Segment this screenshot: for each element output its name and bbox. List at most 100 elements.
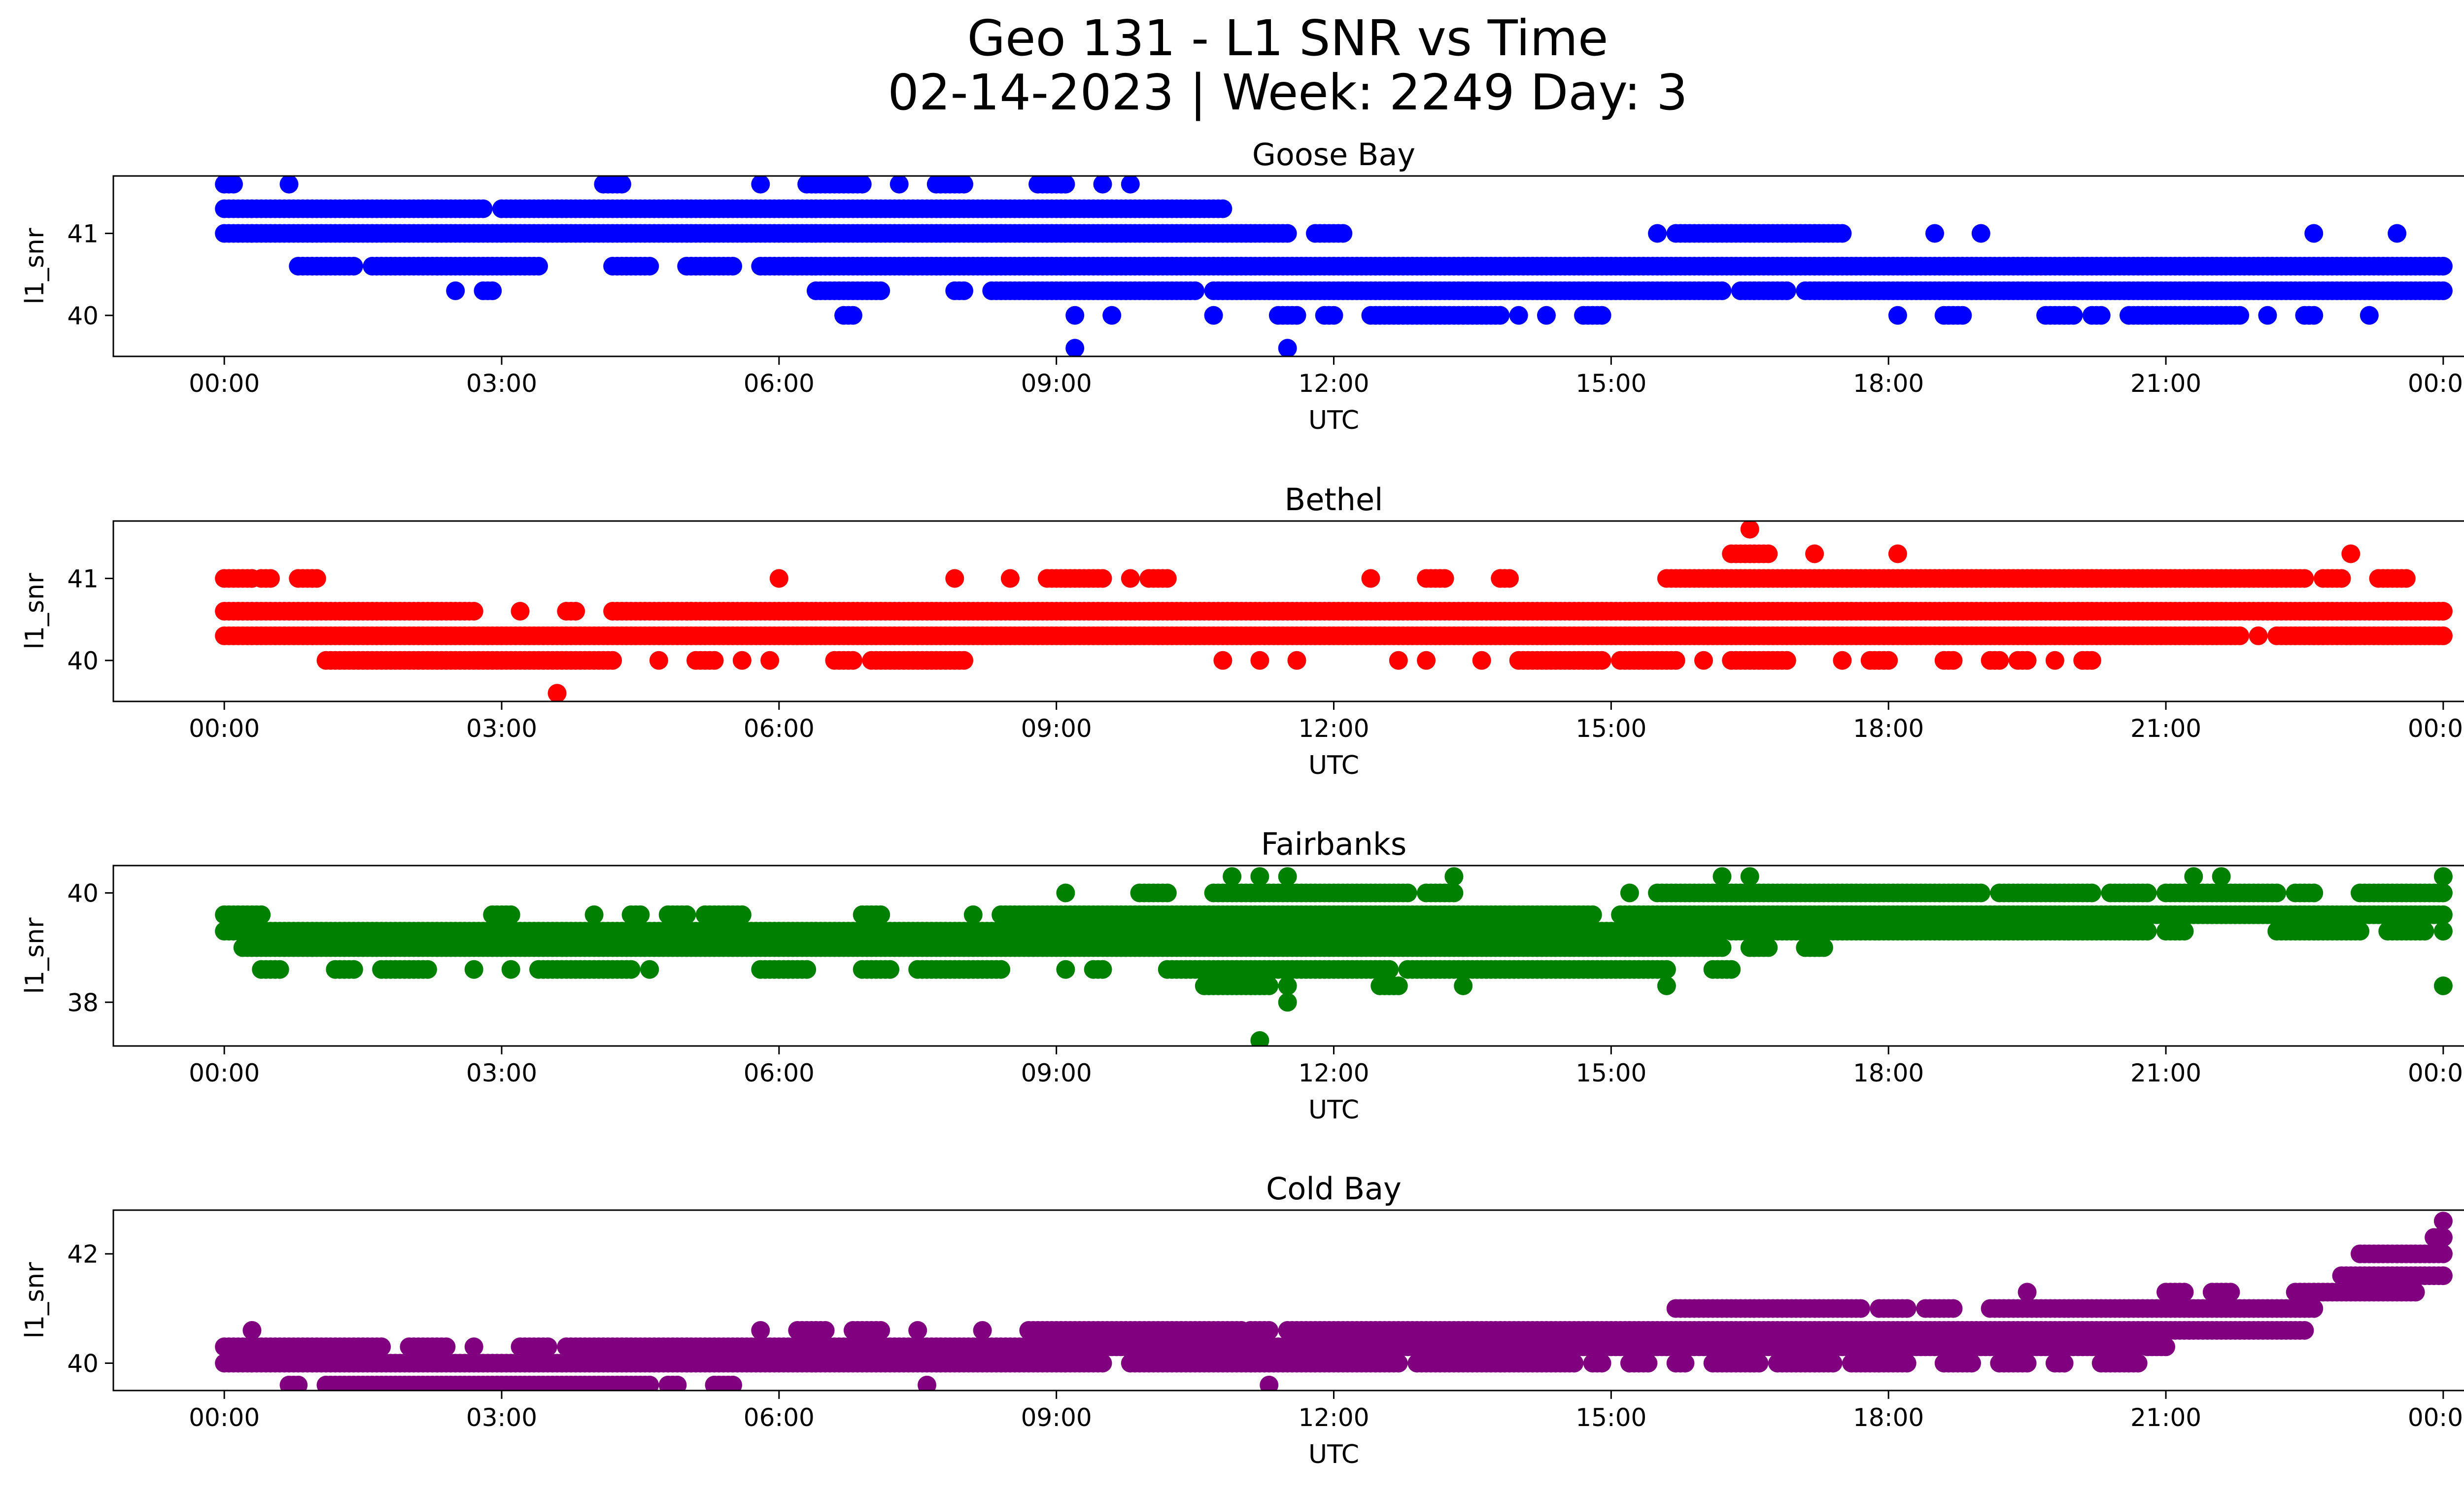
data-point [603,651,622,670]
series-band-1 [1056,884,2453,903]
data-point [242,1321,261,1340]
data-point [446,281,465,300]
data-point [1898,1299,1916,1318]
x-tick-label: 06:00 [744,369,815,398]
data-point [2341,545,2360,563]
series-band-4 [2018,1283,2425,1301]
data-point [1250,651,1269,670]
data-point [2434,922,2453,940]
data-point [1722,960,1741,979]
x-tick-label: 18:00 [1853,369,1924,398]
data-point [1657,960,1676,979]
data-point [890,175,909,194]
x-tick-label: 00:00 [189,714,260,743]
data-point [1213,651,1232,670]
data-point [955,651,973,670]
x-tick-label: 09:00 [1021,714,1092,743]
data-point [1325,306,1343,325]
data-point [465,602,483,621]
data-point [1288,306,1306,325]
data-point [881,960,899,979]
data-point [2184,867,2203,886]
data-point [1972,884,1990,903]
data-point [1694,651,1713,670]
data-point [853,175,872,194]
data-point [280,175,299,194]
x-tick-label: 21:00 [2130,369,2201,398]
figure-title-line-2: 02-14-2023 | Week: 2249 Day: 3 [0,68,2464,117]
x-tick-label: 12:00 [1298,714,1369,743]
series-band-6 [1065,339,1297,357]
data-point [344,960,363,979]
data-point [1278,867,1297,886]
data-point [2434,884,2453,903]
data-point [640,257,659,276]
x-tick-label: 00:00 [189,1059,260,1087]
data-point [2434,257,2453,276]
data-point [2434,281,2453,300]
data-point [1925,224,1944,243]
data-point [723,257,742,276]
data-point [1620,884,1639,903]
series-band-4 [446,281,2453,300]
data-point [539,1337,557,1356]
data-point [1362,569,1380,588]
data-point [2221,1283,2240,1301]
data-point [1833,224,1851,243]
data-point [844,651,862,670]
data-point [2415,922,2434,940]
data-point [2018,1283,2037,1301]
data-point [1444,867,1463,886]
data-point [677,905,696,924]
data-point [908,1321,927,1340]
data-point [224,175,243,194]
data-point [2434,905,2453,924]
x-tick-label: 12:00 [1298,369,1369,398]
data-point [2434,1212,2453,1230]
data-point [622,960,641,979]
data-point [1888,545,1907,563]
data-point [1713,281,1732,300]
x-tick-label: 15:00 [1575,369,1646,398]
data-points [215,1212,2453,1394]
data-point [437,1337,455,1356]
data-point [2064,306,2083,325]
data-point [1583,905,1602,924]
data-point [465,1337,483,1356]
data-point [992,960,1010,979]
data-point [2304,306,2323,325]
series-band-0 [2434,1212,2453,1230]
data-point [2046,651,2064,670]
data-point [2351,922,2369,940]
data-point [973,1321,992,1340]
data-point [1158,569,1177,588]
data-point [1186,281,1204,300]
y-tick-label: 40 [67,879,99,907]
data-point [1380,960,1399,979]
data-point [1500,569,1519,588]
data-point [770,569,788,588]
x-axis-label: UTC [1308,1095,1359,1125]
data-point [733,905,752,924]
x-tick-label: 06:00 [744,714,815,743]
data-point [1648,224,1667,243]
x-tick-label: 03:00 [466,369,537,398]
x-axis-label: UTC [1308,751,1359,780]
data-point [1778,651,1796,670]
data-point [1667,651,1685,670]
data-point [1444,884,1463,903]
data-point [797,960,816,979]
series-band-8 [1250,1031,1269,1050]
data-point [613,175,631,194]
data-point [964,905,983,924]
figure-title-line-1: Geo 131 - L1 SNR vs Time [0,14,2464,63]
x-tick-label: 00:00 [189,369,260,398]
series-band-6 [1195,976,2453,995]
data-points [215,175,2453,358]
data-point [1805,545,1824,563]
data-point [1944,651,1963,670]
data-point [2434,602,2453,621]
series-band-7 [1278,993,1297,1011]
